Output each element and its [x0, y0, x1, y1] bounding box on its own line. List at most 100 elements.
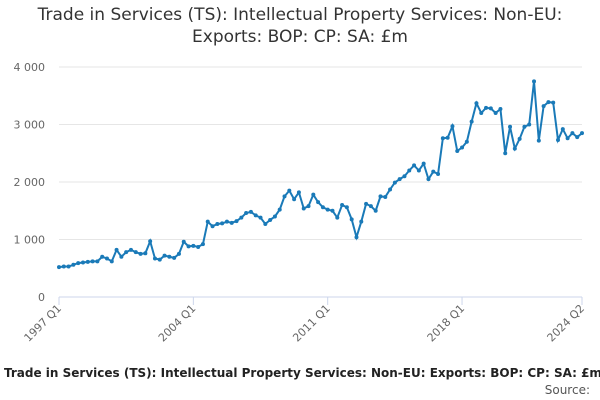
point: [340, 203, 345, 207]
point: [364, 201, 369, 206]
point: [119, 254, 124, 259]
point: [224, 219, 229, 224]
point: [378, 194, 383, 199]
point: [229, 220, 234, 225]
point: [498, 106, 503, 111]
point: [172, 255, 177, 260]
point: [541, 104, 546, 109]
point: [484, 105, 489, 110]
point: [320, 205, 325, 210]
point: [493, 111, 498, 115]
point: [330, 208, 335, 213]
point: [469, 119, 474, 124]
point: [292, 197, 297, 202]
point: [287, 188, 292, 193]
point: [71, 262, 76, 267]
point: [407, 168, 412, 173]
point: [181, 239, 186, 244]
point: [532, 79, 537, 84]
point: [210, 224, 215, 229]
point: [575, 135, 580, 140]
point: [167, 254, 172, 259]
point: [176, 251, 181, 256]
point: [76, 261, 81, 266]
x-tick-label: 2004 Q1: [156, 302, 199, 345]
point: [205, 219, 210, 224]
point: [560, 127, 565, 132]
point: [301, 206, 306, 211]
point: [296, 190, 301, 195]
point: [200, 242, 205, 247]
point: [512, 146, 517, 151]
point: [282, 194, 287, 199]
point: [133, 250, 138, 255]
point: [57, 265, 61, 270]
point: [61, 264, 66, 269]
point: [104, 256, 109, 261]
point: [565, 136, 570, 141]
point: [186, 244, 191, 249]
point: [436, 171, 441, 176]
point: [95, 259, 100, 264]
y-tick-label: 1 000: [14, 234, 46, 247]
source: Source:: [544, 383, 590, 397]
point: [359, 219, 364, 224]
point: [234, 219, 239, 224]
point: [138, 251, 143, 256]
point: [536, 138, 541, 143]
point: [85, 259, 90, 264]
point: [100, 254, 105, 259]
point: [248, 209, 253, 214]
point: [316, 200, 321, 205]
point: [368, 204, 373, 209]
point: [215, 221, 220, 226]
point: [66, 264, 71, 269]
point: [311, 192, 316, 197]
point: [90, 259, 95, 264]
point: [397, 177, 402, 182]
x-tick-label: 2018 Q1: [425, 302, 468, 345]
point: [306, 204, 311, 209]
point: [263, 221, 268, 226]
point: [546, 100, 551, 105]
point: [191, 243, 196, 248]
point: [503, 151, 508, 156]
point: [272, 214, 277, 219]
y-tick-label: 0: [38, 291, 45, 304]
point: [412, 163, 417, 168]
point: [388, 187, 393, 192]
point: [335, 215, 340, 220]
point: [464, 139, 469, 144]
point: [580, 131, 584, 136]
point: [517, 136, 522, 141]
point: [268, 217, 273, 222]
point: [402, 174, 407, 179]
point: [162, 253, 167, 258]
point: [474, 101, 479, 106]
point: [570, 131, 575, 136]
point: [522, 124, 527, 129]
point: [383, 194, 388, 199]
chart-title: Trade in Services (TS): Intellectual Pro…: [37, 5, 563, 47]
point: [80, 260, 85, 265]
y-tick-label: 4 000: [14, 61, 46, 74]
point: [124, 250, 129, 255]
point: [373, 208, 378, 213]
point: [527, 122, 532, 127]
point: [426, 177, 431, 182]
y-tick-label: 3 000: [14, 119, 46, 132]
point: [277, 207, 282, 212]
point: [450, 124, 455, 129]
point: [392, 180, 397, 185]
point: [128, 247, 133, 252]
point: [479, 111, 484, 115]
x-tick-label: 2024 Q2: [545, 302, 588, 345]
point: [220, 221, 225, 226]
point: [152, 256, 157, 261]
point: [239, 215, 244, 220]
point: [344, 205, 349, 210]
point: [349, 217, 354, 222]
point: [196, 244, 201, 249]
